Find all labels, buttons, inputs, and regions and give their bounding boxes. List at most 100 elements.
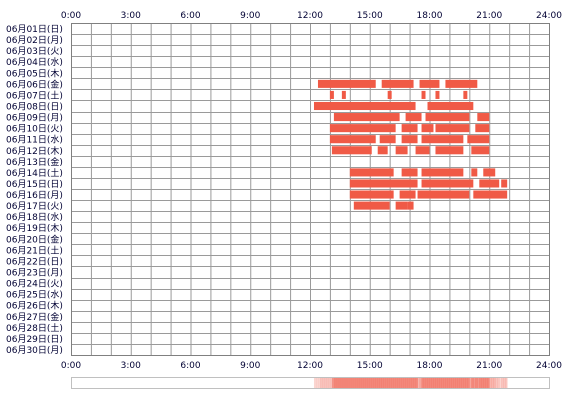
summary-heat-cell [369,378,373,388]
day-label: 06月10日(火) [6,124,63,135]
summary-strip-frame [71,377,550,389]
summary-heat-cell [387,378,390,388]
summary-heat-cell [381,378,384,388]
day-label: 06月19日(木) [6,222,63,234]
summary-heat-cell [487,378,490,388]
day-label: 06月25日(水) [6,289,63,301]
activity-bar [421,90,426,99]
day-label: 06月11日(水) [6,134,63,146]
summary-heat-cell [461,378,464,388]
day-label: 06月05日(木) [6,67,63,79]
summary-heat-cell [335,378,339,388]
activity-bar [445,79,478,88]
summary-heat-cell [475,378,478,388]
activity-bar [427,101,474,111]
summary-heat-cell [427,378,430,388]
summary-heat-cell [321,378,325,388]
summary-heat-cell [453,378,456,388]
x-tick-label-bottom: 0:00 [61,361,81,371]
summary-heat-cell [479,378,482,388]
summary-heat-cell [399,378,402,388]
summary-heat-cell [409,378,412,388]
summary-heat-cell [319,378,323,388]
grid [71,23,550,356]
activity-bar [417,190,470,199]
activity-bar [435,90,440,99]
summary-heat-cell [471,378,474,388]
activity-bar [313,101,416,111]
activity-bar [471,168,478,177]
summary-heat-cell [341,378,345,388]
summary-heat-cell [439,378,442,388]
activity-bar [329,135,376,144]
summary-heat-cell [467,378,470,388]
day-label: 06月15日(日) [6,179,63,190]
activity-bar [421,124,434,133]
activity-bar [501,179,508,188]
activity-bar [341,90,346,99]
summary-heat-cell [425,378,428,388]
summary-heat-cell [449,378,452,388]
summary-heat-cell [339,378,343,388]
x-tick-label-bottom: 3:00 [121,361,141,371]
summary-heat-cell [393,378,396,388]
summary-heat-cell [345,378,349,388]
summary-heat-cell [505,378,508,388]
activity-bar [407,201,414,210]
activity-bar [401,135,418,144]
summary-heat-cell [431,378,434,388]
day-label: 06月16日(月) [6,190,63,201]
x-tick-label-top: 15:00 [357,11,383,21]
activity-bar [477,113,490,122]
summary-heat-cell [417,378,420,388]
x-tick-label-bottom: 18:00 [417,361,443,371]
activity-bar [471,146,490,155]
summary-heat-cell [403,378,406,388]
activity-bar [463,90,468,99]
summary-heat-cell [355,378,359,388]
summary-heat-cell [323,378,327,388]
summary-heat-cell [457,378,460,388]
summary-heat-cell [313,378,317,388]
summary-heat-cell [429,378,432,388]
summary-heat-cell [359,378,363,388]
day-label: 06月12日(木) [6,145,63,157]
summary-heat-cell [317,378,321,388]
activity-bar [421,135,464,144]
day-label: 06月22日(日) [6,256,63,267]
summary-heat-cell [445,378,448,388]
day-label: 06月20日(金) [6,233,63,245]
summary-heat-cell [391,378,394,388]
activity-bar [467,135,490,144]
activity-bar [349,168,394,177]
activity-bar [399,190,416,199]
summary-heat-cell [485,378,488,388]
activity-bar [479,179,500,188]
activity-bar [333,113,400,122]
summary-heat-cell [421,378,424,388]
x-tick-label-bottom: 12:00 [297,361,323,371]
summary-heat-cell [481,378,484,388]
day-axis: 06月01日(日)06月02日(月)06月03日(火)06月04日(水)06月0… [6,24,63,356]
x-tick-label-bottom: 6:00 [180,361,200,371]
activity-bar [415,146,430,155]
summary-heat-cell [377,378,381,388]
summary-heat-cell [499,378,502,388]
day-label: 06月06日(金) [6,78,63,90]
activity-bar [349,179,418,188]
day-label: 06月08日(日) [6,102,63,113]
summary-heat-cell [447,378,450,388]
summary-heat-strip [71,377,550,389]
summary-heat-cell [465,378,468,388]
summary-heat-cell [443,378,446,388]
summary-heat-cell [495,378,498,388]
summary-heat-cell [415,378,418,388]
summary-heat-cell [483,378,486,388]
x-tick-label-top: 12:00 [297,11,323,21]
summary-heat-cell [383,378,386,388]
x-tick-label-top: 9:00 [240,11,260,21]
summary-heat-cell [433,378,436,388]
activity-bar [379,135,396,144]
x-tick-label-top: 24:00 [536,11,562,21]
